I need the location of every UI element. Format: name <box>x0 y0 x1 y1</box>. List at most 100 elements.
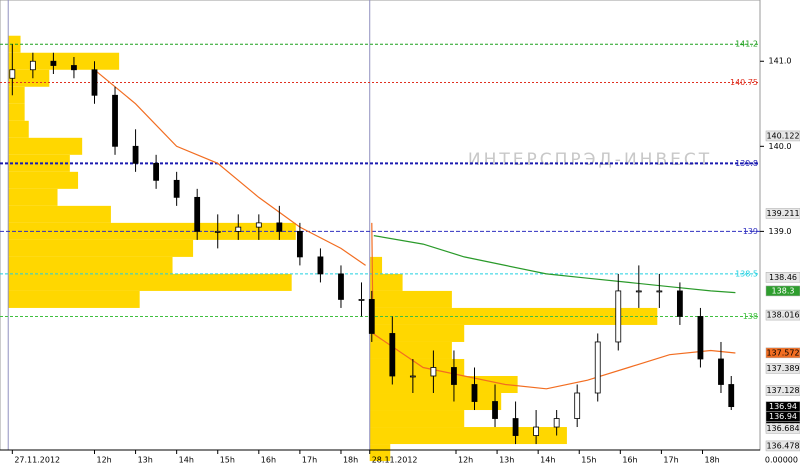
profile-bar <box>369 410 465 428</box>
candle-body <box>9 69 16 79</box>
profile-bar <box>369 256 383 274</box>
candle-body <box>338 273 344 300</box>
profile-bar <box>8 256 173 274</box>
x-tick-label: 12h <box>96 456 111 465</box>
candle-body <box>451 367 457 385</box>
level-label: 140.75 <box>730 78 758 87</box>
profile-bar <box>369 290 452 308</box>
x-tick-label: 27.11.2012 <box>14 456 60 465</box>
price-marker <box>765 285 800 297</box>
candle-body <box>718 358 724 385</box>
x-tick-label: 28.11.2012 <box>372 456 418 465</box>
profile-bar <box>8 188 58 206</box>
profile-bar <box>8 35 21 53</box>
footer-label: 0.00000 <box>765 456 798 465</box>
candle-body <box>594 341 601 394</box>
price-marker-label: 136.94 <box>769 402 797 411</box>
y-tick-label: 139.0 <box>769 227 792 236</box>
indicator-line <box>94 69 736 390</box>
profile-bar <box>8 103 25 121</box>
profile-bar <box>8 86 25 104</box>
profile-bar <box>8 273 292 291</box>
candle-body <box>512 418 519 436</box>
candle-body <box>214 230 221 233</box>
x-tick-label: 17h <box>663 456 678 465</box>
candle-body <box>358 299 365 301</box>
candle-body <box>409 375 416 378</box>
price-marker-label: 136.478 <box>766 441 799 450</box>
price-marker-label: 138.3 <box>772 286 795 295</box>
candle-body <box>296 230 303 258</box>
profile-bar <box>8 120 29 138</box>
candle-body <box>173 179 180 198</box>
profile-bar <box>8 290 140 308</box>
level-label: 138 <box>743 312 758 321</box>
profile-bar <box>8 205 111 223</box>
price-marker-label: 136.684 <box>766 424 799 433</box>
candle-body <box>533 426 540 436</box>
profile-bar <box>8 239 194 257</box>
candle-body <box>91 69 98 96</box>
candle-body <box>574 392 581 419</box>
candle-body <box>471 384 478 402</box>
indicator-line <box>373 235 736 294</box>
level-label: 139.8 <box>735 159 758 168</box>
price-marker <box>765 130 800 142</box>
watermark: ИНТЕРСПРЭД-ИНВЕСТ <box>468 150 712 170</box>
profile-bar <box>8 52 120 70</box>
profile-bar <box>369 307 658 325</box>
price-marker-label: 139.211 <box>766 209 799 218</box>
x-tick-label: 13h <box>499 456 514 465</box>
level-label: 138.5 <box>735 269 758 278</box>
price-marker-label: 138.016 <box>766 311 799 320</box>
profile-bar <box>8 137 83 155</box>
profile-bar <box>369 273 403 291</box>
y-tick-label: 141.0 <box>769 57 792 66</box>
candle-body <box>71 65 77 71</box>
price-marker-label: 137.389 <box>766 364 799 373</box>
candle-body <box>492 401 498 419</box>
profile-bar <box>8 69 50 87</box>
x-tick-label: 16h <box>622 456 637 465</box>
price-marker-label: 140.122 <box>766 131 799 140</box>
x-tick-label: 12h <box>458 456 473 465</box>
candle-body <box>194 196 201 232</box>
candle-body <box>132 145 139 164</box>
x-tick-label: 14h <box>540 456 555 465</box>
candle-body <box>235 226 242 232</box>
x-tick-label: 15h <box>220 456 235 465</box>
x-tick-label: 16h <box>261 456 276 465</box>
candle-body <box>553 418 560 428</box>
candle-body <box>430 367 437 377</box>
candle-body <box>255 222 262 228</box>
profile-bar <box>369 375 518 394</box>
candle-body <box>153 162 160 181</box>
candle-body <box>50 60 57 66</box>
x-tick-label: 18h <box>343 456 358 465</box>
candle-body <box>112 94 118 147</box>
candle-body <box>728 384 735 408</box>
profile-bar <box>369 444 391 462</box>
x-tick-label: 18h <box>704 456 719 465</box>
price-marker-label: 137.128 <box>766 386 799 395</box>
candle-body <box>389 333 396 377</box>
profile-bar <box>369 341 452 359</box>
x-tick-label: 14h <box>179 456 194 465</box>
candle-body <box>635 290 642 293</box>
price-marker <box>765 423 800 434</box>
candle-body <box>276 222 283 232</box>
price-marker <box>765 208 800 219</box>
x-tick-label: 13h <box>138 456 153 465</box>
price-marker <box>765 309 800 321</box>
price-marker <box>765 363 800 374</box>
profile-bar <box>8 154 70 172</box>
level-label: 139 <box>743 227 758 236</box>
candle-body <box>317 256 324 275</box>
candle-body <box>368 299 375 334</box>
candle-body <box>676 290 683 317</box>
price-marker <box>765 347 800 359</box>
price-marker-label: 137.572 <box>766 348 799 357</box>
y-tick-label: 140.0 <box>769 142 792 151</box>
